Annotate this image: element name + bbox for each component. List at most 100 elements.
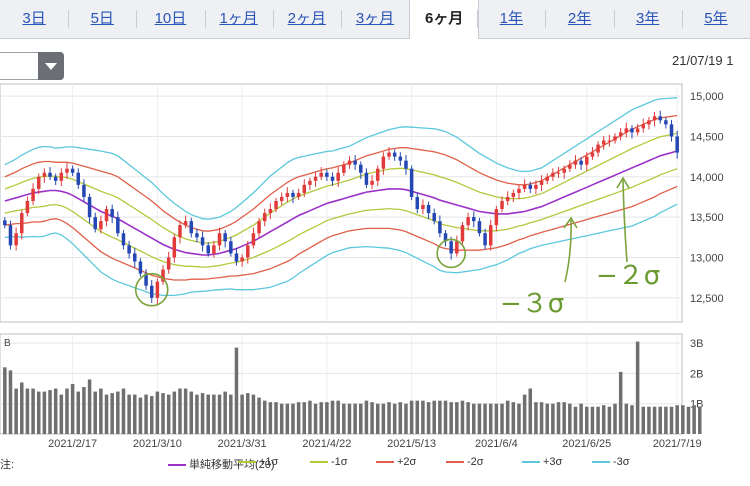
legend-label: -1σ [331, 456, 348, 468]
legend-item-6: -3σ [592, 456, 630, 468]
volume-bar [330, 400, 335, 434]
candle-body [556, 172, 561, 174]
tab-4[interactable]: 2ヶ月 [287, 10, 326, 27]
tab-6[interactable]: 6ヶ月 [409, 0, 480, 39]
price-tick-label: 15,000 [690, 91, 724, 103]
volume-bar [511, 402, 516, 434]
price-tick-label: 14,000 [690, 172, 724, 184]
candle-body [82, 184, 86, 197]
tab-9[interactable]: 3年 [636, 10, 660, 27]
x-tick-label: 2021/3/10 [133, 438, 182, 450]
volume-bar [675, 405, 679, 434]
volume-bar [494, 403, 499, 434]
period-tabs: 3日 5日 10日 1ヶ月 2ヶ月 3ヶ月 6ヶ月 1年 2年 3年 5年 [0, 0, 750, 39]
volume-bar [234, 347, 239, 434]
volume-bar [87, 379, 92, 434]
candle-body [70, 168, 75, 173]
candle-body [48, 172, 52, 177]
chevron-down-icon[interactable] [38, 52, 64, 80]
volume-bar [488, 403, 493, 434]
volume-bar [183, 388, 188, 434]
volume-bar [364, 400, 369, 434]
volume-bar [144, 394, 148, 434]
candle-body [494, 209, 499, 226]
candle-body [65, 168, 69, 173]
candle-body [404, 160, 408, 169]
volume-tick-label: 3B [690, 338, 703, 350]
volume-bar [42, 391, 47, 434]
candle-body [573, 160, 578, 165]
candle-body [613, 136, 617, 141]
plus3-sigma-line [4, 97, 678, 220]
candle-body [370, 180, 374, 185]
tab-3[interactable]: 1ヶ月 [219, 10, 258, 27]
candle-body [624, 128, 629, 133]
candle-body [426, 205, 431, 214]
tab-10[interactable]: 5年 [704, 10, 728, 27]
volume-bar [618, 371, 623, 434]
candle-body [347, 160, 352, 165]
volume-bar [104, 394, 109, 434]
tab-8[interactable]: 2年 [567, 10, 592, 27]
volume-bar [59, 394, 64, 434]
legend: 注: 単純移動平均(20) +1σ -1σ +2σ -2σ +3σ -3σ [0, 452, 750, 476]
volume-bar [568, 403, 572, 434]
volume-bar [313, 403, 318, 434]
minus3-sigma-line [4, 203, 678, 297]
candle-body [302, 184, 307, 193]
volume-bar [342, 403, 346, 434]
tab-5[interactable]: 3ヶ月 [355, 10, 395, 27]
volume-bar [477, 403, 482, 434]
candle-body [618, 132, 623, 137]
volume-bar [121, 388, 126, 434]
volume-bar [398, 402, 403, 434]
candle-body [658, 116, 662, 121]
legend-label: +1σ [259, 456, 279, 468]
tab-separator [340, 10, 342, 28]
volume-bar [36, 391, 41, 434]
legend-swatch [592, 461, 610, 464]
volume-bar [551, 403, 555, 434]
volume-bar [539, 402, 544, 434]
candle-body [539, 180, 544, 185]
volume-bar [562, 402, 566, 434]
candle-body [25, 200, 30, 214]
candle-body [630, 128, 634, 133]
candle-body [330, 176, 335, 181]
candle-body [104, 209, 109, 222]
candle-body [268, 209, 273, 214]
tab-7[interactable]: 1年 [499, 10, 524, 27]
volume-bar [579, 403, 583, 434]
tab-separator [681, 10, 683, 28]
volume-bar [681, 405, 685, 434]
candle-body [172, 237, 177, 258]
candle-body [76, 172, 81, 185]
candle-body [240, 257, 244, 262]
highlight-circle [436, 238, 466, 269]
volume-bar [517, 403, 521, 434]
tab-2[interactable]: 10日 [154, 10, 187, 27]
volume-bar [20, 382, 24, 434]
candle-body [138, 261, 143, 274]
annotation-minus2-sigma: −２σ [596, 261, 660, 291]
candle-body [568, 164, 572, 169]
volume-bar [443, 400, 448, 434]
candle-body [110, 209, 114, 218]
candle-body [664, 120, 668, 125]
tab-1[interactable]: 5日 [90, 10, 114, 27]
candle-body [528, 184, 533, 189]
annotation-arrow [622, 179, 628, 263]
candle-body [246, 245, 250, 258]
candle-body [545, 176, 549, 181]
volume-bar [624, 403, 629, 434]
candle-body [87, 196, 92, 218]
volume-bar [127, 394, 131, 434]
candle-body [449, 241, 453, 254]
candle-body [652, 116, 657, 121]
volume-bar [505, 400, 510, 434]
x-tick-label: 2021/3/31 [218, 438, 267, 450]
volume-bar [455, 402, 459, 434]
candle-body [3, 220, 7, 226]
tab-0[interactable]: 3日 [22, 10, 46, 27]
volume-bar [641, 406, 646, 434]
